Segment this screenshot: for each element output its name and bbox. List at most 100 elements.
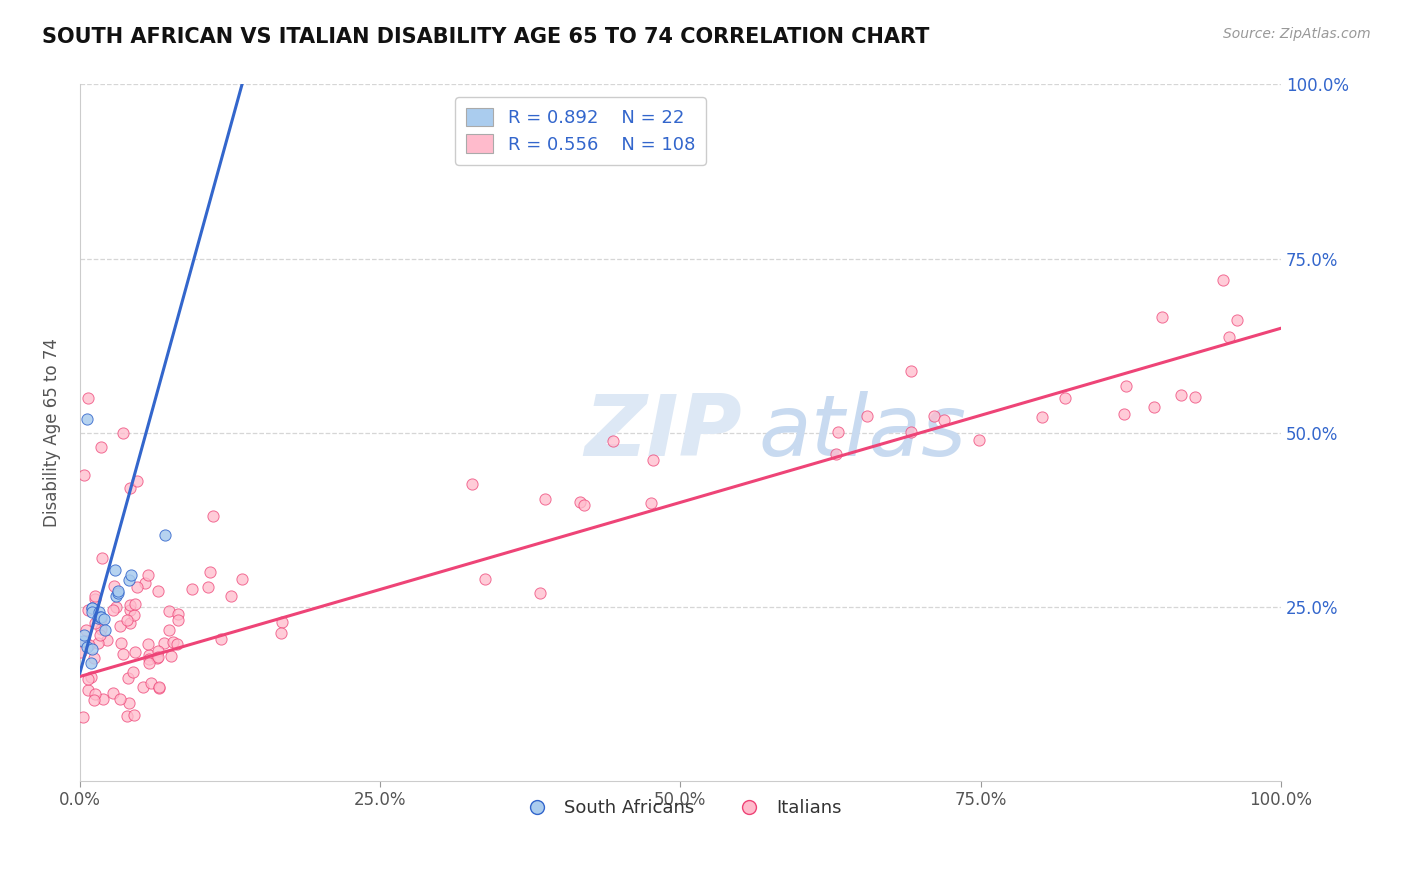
- Y-axis label: Disability Age 65 to 74: Disability Age 65 to 74: [44, 338, 60, 527]
- Point: [89, 627, 111, 641]
- Point: [136, 637, 159, 651]
- Point: [80, 656, 103, 670]
- Point: [76, 602, 98, 616]
- Point: [110, 691, 132, 706]
- Point: [166, 607, 188, 621]
- Point: [162, 635, 184, 649]
- Point: [77, 638, 100, 652]
- Point: [69, 644, 91, 658]
- Point: [80, 601, 103, 615]
- Point: [153, 528, 176, 542]
- Point: [115, 708, 138, 723]
- Point: [93, 623, 115, 637]
- Point: [568, 495, 591, 509]
- Point: [181, 582, 204, 596]
- Point: [474, 573, 496, 587]
- Point: [107, 586, 129, 600]
- Point: [89, 610, 111, 624]
- Point: [209, 632, 232, 647]
- Point: [82, 605, 104, 619]
- Point: [84, 615, 107, 630]
- Point: [90, 609, 112, 624]
- Point: [167, 613, 190, 627]
- Point: [1170, 388, 1192, 402]
- Point: [138, 651, 160, 665]
- Text: Source: ZipAtlas.com: Source: ZipAtlas.com: [1223, 27, 1371, 41]
- Point: [270, 626, 292, 640]
- Point: [90, 551, 112, 566]
- Point: [153, 636, 176, 650]
- Point: [77, 672, 100, 686]
- Point: [136, 568, 159, 582]
- Point: [80, 670, 103, 684]
- Point: [80, 601, 103, 615]
- Point: [1184, 390, 1206, 404]
- Point: [1053, 391, 1076, 405]
- Point: [529, 586, 551, 600]
- Point: [134, 576, 156, 591]
- Point: [87, 636, 110, 650]
- Point: [122, 607, 145, 622]
- Point: [827, 425, 849, 439]
- Point: [1150, 310, 1173, 324]
- Point: [148, 650, 170, 665]
- Point: [72, 633, 94, 648]
- Point: [270, 615, 292, 629]
- Point: [157, 623, 180, 637]
- Point: [132, 680, 155, 694]
- Point: [73, 633, 96, 648]
- Point: [1112, 407, 1135, 421]
- Point: [120, 616, 142, 631]
- Point: [76, 391, 98, 405]
- Point: [117, 671, 139, 685]
- Point: [148, 680, 170, 694]
- Point: [111, 425, 134, 440]
- Point: [1115, 379, 1137, 393]
- Point: [83, 590, 105, 604]
- Point: [77, 682, 100, 697]
- Text: SOUTH AFRICAN VS ITALIAN DISABILITY AGE 65 TO 74 CORRELATION CHART: SOUTH AFRICAN VS ITALIAN DISABILITY AGE …: [42, 27, 929, 46]
- Point: [138, 648, 160, 663]
- Point: [201, 509, 224, 524]
- Point: [1031, 410, 1053, 425]
- Point: [90, 440, 112, 454]
- Point: [87, 611, 110, 625]
- Point: [124, 707, 146, 722]
- Point: [96, 632, 118, 647]
- Point: [104, 600, 127, 615]
- Point: [111, 647, 134, 661]
- Point: [76, 640, 98, 654]
- Point: [103, 579, 125, 593]
- Point: [90, 612, 112, 626]
- Point: [121, 665, 143, 679]
- Point: [105, 590, 128, 604]
- Point: [76, 411, 98, 425]
- Point: [572, 498, 595, 512]
- Point: [139, 676, 162, 690]
- Point: [125, 475, 148, 489]
- Point: [643, 453, 665, 467]
- Point: [967, 434, 990, 448]
- Point: [120, 602, 142, 616]
- Point: [1226, 313, 1249, 327]
- Point: [87, 605, 110, 619]
- Point: [120, 568, 142, 582]
- Point: [103, 603, 125, 617]
- Point: [110, 636, 132, 650]
- Point: [856, 409, 879, 423]
- Point: [84, 687, 107, 701]
- Point: [125, 580, 148, 594]
- Point: [157, 604, 180, 618]
- Point: [83, 651, 105, 665]
- Legend: South Africans, Italians: South Africans, Italians: [512, 792, 849, 824]
- Point: [107, 584, 129, 599]
- Point: [73, 467, 96, 482]
- Point: [138, 657, 160, 671]
- Point: [118, 598, 141, 612]
- Point: [117, 613, 139, 627]
- Point: [146, 583, 169, 598]
- Point: [118, 696, 141, 710]
- Point: [124, 597, 146, 611]
- Point: [160, 649, 183, 664]
- Text: atlas: atlas: [758, 392, 966, 475]
